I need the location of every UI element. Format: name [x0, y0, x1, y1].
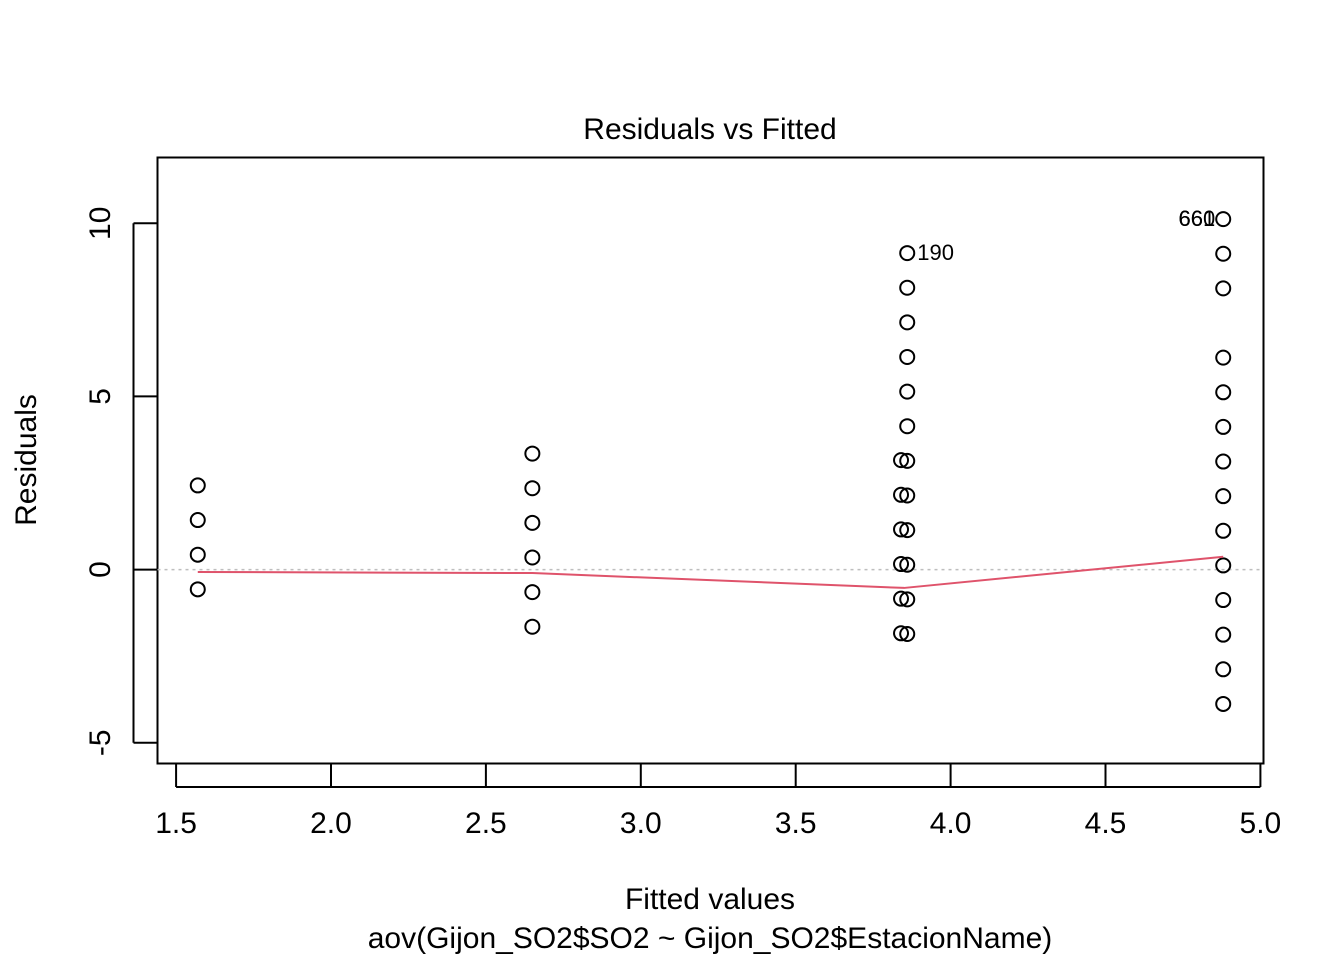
residual-point-3-4	[899, 383, 916, 400]
y-tick-label: -5	[84, 729, 117, 756]
chart-title: Residuals vs Fitted	[583, 113, 836, 146]
residual-point-4-4	[1215, 384, 1232, 401]
x-tick-label: 2.0	[310, 807, 352, 840]
x-tick-label: 4.5	[1085, 807, 1127, 840]
residual-point-1-4	[524, 584, 541, 601]
residual-point-3-5	[899, 418, 916, 435]
x-tick-label: 3.5	[775, 807, 817, 840]
residual-point-4-11	[1215, 626, 1232, 643]
plot-frame	[156, 156, 1265, 765]
residual-point-1-1	[524, 480, 541, 497]
smoother-line	[197, 555, 1224, 589]
residual-point-4-1	[1215, 245, 1232, 262]
y-axis-label: Residuals	[10, 394, 43, 526]
residual-point-3-0	[899, 245, 916, 262]
y-tick-label: 0	[84, 561, 117, 578]
residual-point-3-2	[899, 314, 916, 331]
residual-point-3-10	[899, 591, 916, 608]
x-tick-label: 4.0	[930, 807, 972, 840]
x-tick-label: 2.5	[465, 807, 507, 840]
residual-point-4-3	[1215, 349, 1232, 366]
residual-point-0-3	[189, 581, 206, 598]
residual-point-3-3	[899, 348, 916, 365]
residual-point-2-3	[893, 556, 910, 573]
residual-point-4-7	[1215, 488, 1232, 505]
residual-point-1-0	[524, 445, 541, 462]
residual-point-2-4	[893, 590, 910, 607]
residual-point-4-12	[1215, 661, 1232, 678]
residual-point-2-1	[893, 486, 910, 503]
residual-point-1-5	[524, 618, 541, 635]
residual-point-4-8	[1215, 522, 1232, 539]
residual-point-3-9	[899, 556, 916, 573]
residual-point-4-0	[1215, 211, 1232, 228]
point-label-660: 660	[1179, 206, 1216, 231]
residual-point-3-1	[899, 279, 916, 296]
residual-point-2-0	[893, 452, 910, 469]
x-tick-label: 3.0	[620, 807, 662, 840]
residual-point-0-0	[189, 477, 206, 494]
residual-point-4-10	[1215, 592, 1232, 609]
residual-point-1-2	[524, 514, 541, 531]
x-axis: 1.5 2.0 2.5 3.0 3.5 4.0 4.5 5.0	[155, 764, 1281, 840]
point-label-190: 190	[917, 240, 954, 265]
residual-point-4-5	[1215, 418, 1232, 435]
residual-point-2-2	[893, 521, 910, 538]
residual-point-0-1	[189, 512, 206, 529]
residual-point-3-7	[899, 487, 916, 504]
x-tick-label: 5.0	[1240, 807, 1282, 840]
x-axis-label: Fitted values	[625, 883, 795, 916]
residual-point-4-6	[1215, 453, 1232, 470]
x-tick-label: 1.5	[155, 807, 197, 840]
residual-point-4-2	[1215, 280, 1232, 297]
residual-point-3-6	[899, 452, 916, 469]
residual-point-2-5	[893, 625, 910, 642]
residual-point-1-3	[524, 549, 541, 566]
y-tick-label: 5	[84, 388, 117, 405]
residual-point-0-2	[189, 546, 206, 563]
residual-point-4-9	[1215, 557, 1232, 574]
y-tick-label: 10	[84, 207, 117, 240]
residual-point-3-8	[899, 522, 916, 539]
point-label-661: 661	[1179, 206, 1216, 231]
residual-point-3-11	[899, 625, 916, 642]
y-axis: -5 0 5 10	[84, 207, 158, 756]
x-axis-subtitle: aov(Gijon_SO2$SO2 ~ Gijon_SO2$EstacionNa…	[368, 922, 1053, 955]
residual-point-4-13	[1215, 695, 1232, 712]
